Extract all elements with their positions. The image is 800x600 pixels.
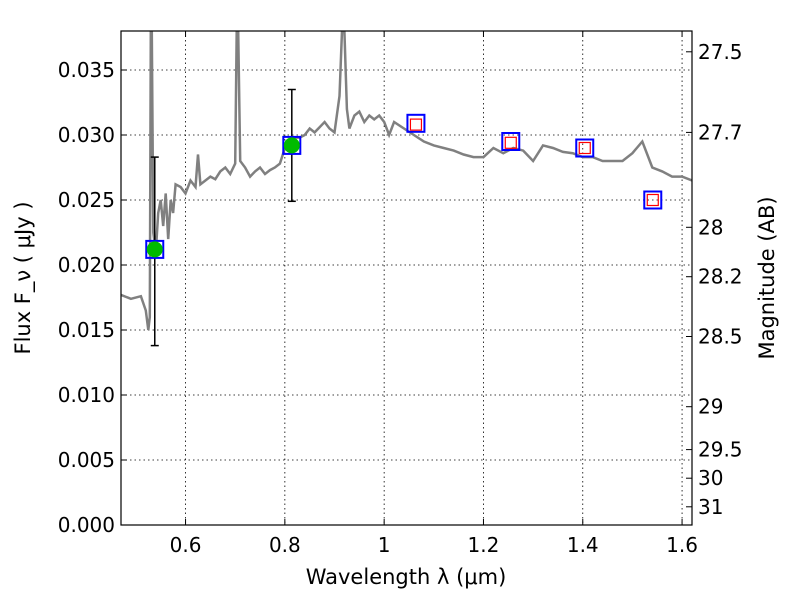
spectrum-line [121, 31, 692, 331]
magnitude-tick-label: 29 [698, 395, 723, 419]
blue-square-marker [406, 113, 426, 133]
x-axis-label: Wavelength λ (μm) [306, 565, 507, 589]
x-tick-label: 1.4 [567, 533, 599, 557]
photometry-markers [145, 113, 663, 259]
x-tick-label: 0.8 [269, 533, 301, 557]
magnitude-tick-label: 28.5 [698, 325, 743, 349]
magnitude-tick-label: 28 [698, 215, 723, 239]
x-tick-label: 1.2 [468, 533, 500, 557]
y-tick-label: 0.010 [58, 383, 115, 407]
x-tick-label: 0.6 [170, 533, 202, 557]
magnitude-tick-label: 27.7 [698, 120, 743, 144]
plot-frame [120, 30, 693, 526]
y-tick-label: 0.015 [58, 318, 115, 342]
y-tick-label: 0.025 [58, 188, 115, 212]
y-tick-label: 0.030 [58, 123, 115, 147]
magnitude-tick-label: 27.5 [698, 40, 743, 64]
y-tick-label: 0.035 [58, 58, 115, 82]
magnitude-tick-label: 28.2 [698, 265, 743, 289]
x-axis-ticks: 0.6 0.8 1 1.2 1.4 1.6 [170, 31, 698, 557]
magnitude-axis-label: Magnitude (AB) [755, 196, 779, 359]
red-square-marker [578, 141, 591, 155]
green-circle-marker [283, 137, 300, 154]
blue-square-marker [282, 135, 302, 155]
green-circle-marker [146, 241, 163, 258]
red-square-marker [646, 193, 659, 207]
blue-square-marker [145, 239, 165, 259]
y-axis-label: Flux F_ν ( μJy ) [11, 201, 36, 354]
y-tick-label: 0.005 [58, 448, 115, 472]
y-axis-ticks: 0.000 0.005 0.010 0.015 0.020 0.025 0.030 0.035 [58, 58, 127, 537]
y-tick-label: 0.000 [58, 513, 115, 537]
blue-square-marker [575, 138, 595, 158]
x-tick-label: 1 [378, 533, 391, 557]
red-square-marker [504, 136, 517, 149]
magnitude-tick-label: 30 [698, 466, 723, 490]
blue-square-marker [643, 190, 663, 210]
x-tick-label: 1.6 [666, 533, 698, 557]
magnitude-tick-label: 29.5 [698, 438, 743, 462]
blue-square-marker [501, 132, 521, 151]
magnitude-tick-label: 31 [698, 495, 723, 519]
red-square-marker [409, 118, 423, 131]
spectrum-series [121, 31, 692, 331]
y-tick-label: 0.020 [58, 253, 115, 277]
magnitude-axis-ticks: 27.5 27.7 28 28.2 28.5 29 29.5 30 31 [686, 40, 743, 519]
